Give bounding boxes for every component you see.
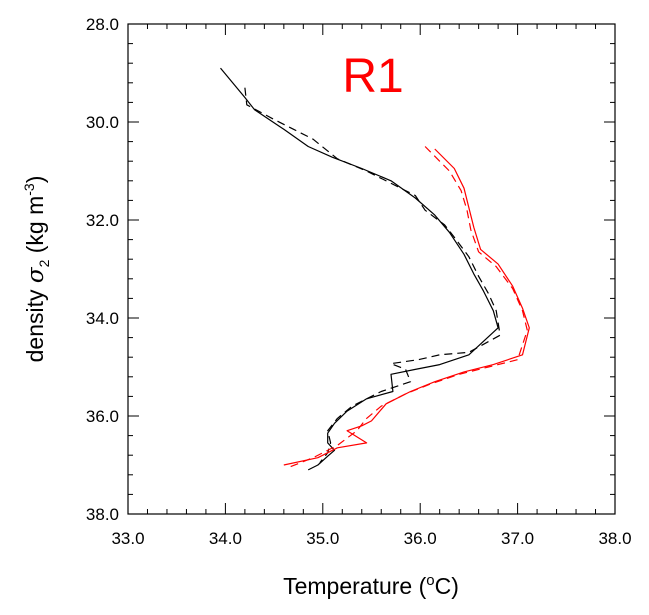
panel-label: R1 xyxy=(342,50,403,103)
y-tick-label: 30.0 xyxy=(86,113,119,132)
y-tick-label: 38.0 xyxy=(86,505,119,524)
x-axis-title-suffix: C) xyxy=(435,573,459,599)
series-line-black-solid xyxy=(220,67,499,471)
series-line-red-solid xyxy=(283,148,530,466)
x-axis-title-text: Temperature ( xyxy=(283,573,427,599)
y-axis-title-prefix: density xyxy=(22,283,48,362)
y-tick-label: 36.0 xyxy=(86,407,119,426)
x-tick-label: 36.0 xyxy=(404,529,437,548)
y-axis-title-sigma: σ xyxy=(23,266,49,283)
y-axis-title: density σ2 (kg m-3) xyxy=(21,176,52,363)
y-axis-title-unit-sup: -3 xyxy=(21,183,37,196)
plot-frame xyxy=(127,23,616,515)
x-tick-label: 34.0 xyxy=(209,529,242,548)
axis-ticks: 33.0 34.0 35.0 36.0 37.0 38.0 28.0 30.0 32.0 34.0… xyxy=(86,15,632,548)
series-line-black-dashed xyxy=(244,87,501,463)
x-tick-label: 38.0 xyxy=(598,529,631,548)
x-tick-label: 33.0 xyxy=(111,529,144,548)
series-layer xyxy=(220,67,530,471)
x-axis-title-degree: o xyxy=(426,572,434,589)
series-line-red-dashed xyxy=(288,146,528,468)
x-tick-label: 37.0 xyxy=(501,529,534,548)
y-axis-title-unit-close: ) xyxy=(22,176,48,184)
y-axis-title-subscript: 2 xyxy=(36,259,52,267)
y-tick-label: 28.0 xyxy=(86,15,119,34)
x-tick-label: 35.0 xyxy=(306,529,339,548)
y-tick-label: 34.0 xyxy=(86,309,119,328)
y-tick-label: 32.0 xyxy=(86,211,119,230)
x-axis-title: Temperature (oC) xyxy=(283,572,459,599)
y-axis-title-unit-open: (kg m xyxy=(22,196,48,260)
